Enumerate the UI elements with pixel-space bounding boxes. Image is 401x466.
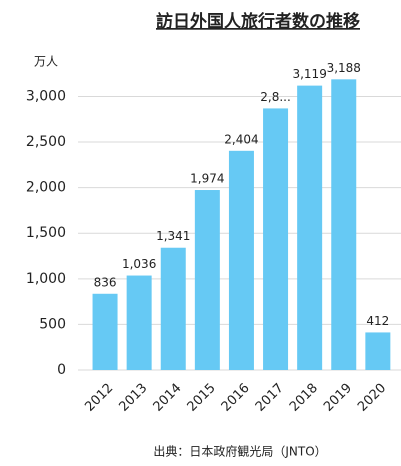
bar	[160, 247, 186, 370]
y-tick-label: 2,500	[26, 134, 66, 150]
y-unit: 万人	[34, 55, 58, 69]
value-label: 1,036	[122, 257, 156, 271]
bar	[194, 190, 220, 370]
bar	[365, 332, 391, 370]
source: 出典：日本政府観光局（JNTO）	[153, 444, 326, 459]
value-label: 1,974	[190, 172, 224, 186]
value-label: 3,119	[292, 67, 326, 81]
x-tick-label: 2020	[355, 381, 389, 415]
chart-title: 訪日外国人旅行者数の推移	[156, 11, 360, 32]
bar	[297, 85, 323, 370]
y-tick-label: 2,000	[26, 180, 66, 196]
bar	[92, 293, 118, 370]
x-tick-label: 2018	[287, 381, 321, 415]
y-tick-label: 1,000	[26, 271, 66, 287]
x-tick-label: 2019	[321, 381, 355, 415]
bar	[126, 275, 152, 370]
x-tick-label: 2017	[253, 381, 287, 415]
bar	[331, 79, 357, 371]
bar	[228, 150, 254, 370]
x-tick-label: 2012	[82, 381, 116, 415]
value-label: 1,341	[156, 229, 190, 243]
value-label: 2,8...	[260, 90, 291, 104]
value-label: 2,404	[224, 132, 258, 146]
x-tick-label: 2013	[116, 381, 150, 415]
bar	[263, 108, 289, 370]
value-label: 3,188	[327, 61, 361, 75]
x-tick-label: 2016	[219, 381, 253, 415]
y-tick-label: 0	[57, 362, 66, 378]
y-tick-label: 1,500	[26, 225, 66, 241]
value-label: 412	[366, 314, 389, 328]
x-tick-label: 2014	[151, 381, 185, 415]
x-tick-label: 2015	[185, 381, 219, 415]
value-label: 836	[94, 275, 117, 289]
y-tick-label: 3,000	[26, 88, 66, 104]
y-tick-label: 500	[39, 316, 66, 332]
